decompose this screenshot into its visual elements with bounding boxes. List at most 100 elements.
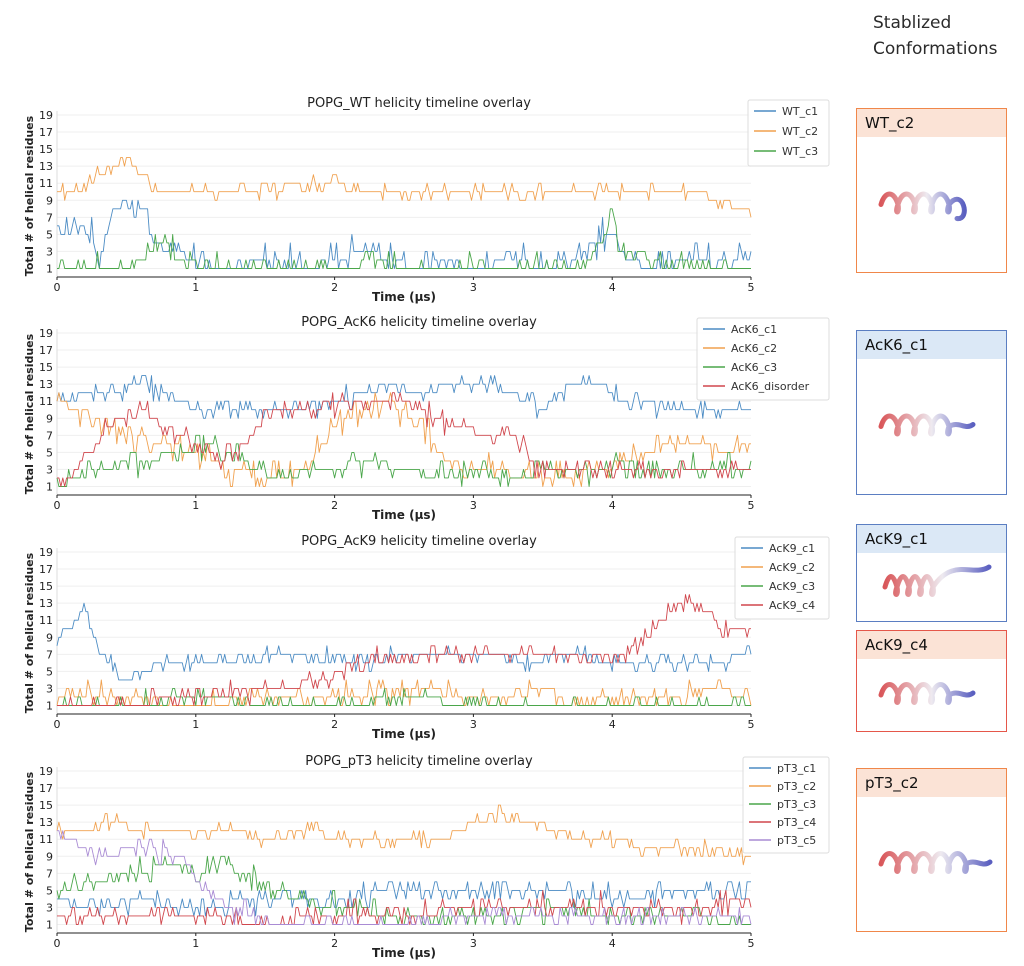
legend-box: [734, 536, 830, 620]
chart-panel-4: POPG_pT3 helicity timeline overlay135791…: [23, 754, 830, 960]
y-tick-label: 9: [46, 850, 53, 863]
x-tick-label: 4: [609, 937, 616, 950]
y-tick-label: 3: [46, 682, 53, 695]
legend-label: AcK9_c4: [769, 599, 815, 612]
x-tick-label: 2: [331, 281, 338, 294]
x-tick-label: 5: [748, 937, 755, 950]
x-tick-label: 2: [331, 499, 338, 512]
y-tick-label: 15: [39, 799, 53, 812]
x-tick-label: 2: [331, 718, 338, 731]
x-tick-label: 1: [192, 718, 199, 731]
legend-label: pT3_c1: [777, 762, 816, 775]
x-tick-label: 4: [609, 281, 616, 294]
y-tick-label: 1: [46, 918, 53, 931]
helix-ribbon-path: [878, 413, 976, 437]
y-tick-label: 19: [39, 109, 53, 122]
conformation-card-wt-c2: WT_c2: [856, 108, 1007, 273]
series-line-ack9-c3: [57, 687, 751, 706]
conformation-card-ack9-c4: AcK9_c4: [856, 630, 1007, 732]
conformation-card-ack9-c1: AcK9_c1: [856, 524, 1007, 622]
legend-label: WT_c3: [782, 145, 818, 158]
y-tick-label: 1: [46, 699, 53, 712]
x-axis-label: Time (μs): [372, 727, 436, 741]
x-tick-label: 3: [470, 281, 477, 294]
y-tick-label: 17: [39, 344, 53, 357]
conformation-label: pT3_c2: [857, 769, 1006, 797]
legend-label: AcK9_c3: [769, 580, 815, 593]
y-tick-label: 5: [46, 884, 53, 897]
x-tick-label: 1: [192, 499, 199, 512]
legend: AcK9_c1 AcK9_c2 AcK9_c3 AcK9_c4: [734, 536, 830, 620]
chart-title: POPG_AcK9 helicity timeline overlay: [301, 534, 537, 549]
x-tick-label: 3: [470, 718, 477, 731]
chart-title: POPG_WT helicity timeline overlay: [307, 96, 531, 111]
stabilized-conformations-title: Stablized Conformations: [873, 10, 998, 62]
legend-label: AcK6_c3: [731, 361, 777, 374]
legend: pT3_c1 pT3_c2 pT3_c3 pT3_c4 pT3_c5: [742, 756, 830, 854]
x-tick-label: 3: [470, 937, 477, 950]
y-tick-label: 1: [46, 480, 53, 493]
x-tick-label: 0: [54, 718, 61, 731]
conformation-label: WT_c2: [857, 109, 1006, 137]
helix-ribbon-graphic: [878, 191, 967, 221]
legend-box: [742, 756, 830, 854]
x-tick-label: 4: [609, 718, 616, 731]
y-axis-label: Total # of helical residues: [23, 552, 36, 713]
y-tick-label: 5: [46, 228, 53, 241]
helix-ribbon-graphic: [878, 682, 976, 705]
y-tick-label: 11: [39, 614, 53, 627]
y-tick-label: 19: [39, 546, 53, 559]
y-tick-label: 7: [46, 867, 53, 880]
y-tick-label: 13: [39, 378, 53, 391]
helix-structure-image: [857, 137, 1006, 272]
legend-label: AcK6_disorder: [731, 380, 810, 393]
helix-ribbon-path: [878, 851, 993, 874]
legend-box: [696, 317, 830, 401]
series-line-ack9-c2: [56, 679, 752, 706]
series-line-wt-c3: [57, 208, 751, 269]
series-line-pt3-c5: [57, 830, 752, 925]
y-tick-label: 9: [46, 412, 53, 425]
x-tick-label: 1: [192, 281, 199, 294]
side-title-line2: Conformations: [873, 39, 998, 59]
y-tick-label: 11: [39, 395, 53, 408]
legend-label: AcK9_c2: [769, 561, 815, 574]
y-tick-label: 15: [39, 580, 53, 593]
x-axis-label: Time (μs): [372, 946, 436, 960]
y-tick-label: 15: [39, 361, 53, 374]
y-tick-label: 19: [39, 765, 53, 778]
y-tick-label: 11: [39, 177, 53, 190]
x-tick-label: 0: [54, 499, 61, 512]
y-tick-label: 3: [46, 901, 53, 914]
y-tick-label: 13: [39, 816, 53, 829]
x-tick-label: 2: [331, 937, 338, 950]
conformation-label: AcK9_c4: [857, 631, 1006, 659]
x-tick-label: 0: [54, 937, 61, 950]
y-tick-label: 17: [39, 782, 53, 795]
y-axis-label: Total # of helical residues: [23, 771, 36, 932]
legend: WT_c1 WT_c2 WT_c3: [747, 99, 830, 167]
series-line-ack6-c3: [56, 434, 752, 487]
helix-ribbon-path: [878, 191, 967, 221]
helix-ribbon-path: [882, 564, 992, 597]
chart-panel-2: POPG_AcK6 helicity timeline overlay13579…: [23, 315, 830, 522]
y-tick-label: 7: [46, 211, 53, 224]
series-line-ack6-disorder: [57, 392, 751, 487]
x-tick-label: 1: [192, 937, 199, 950]
y-tick-label: 5: [46, 665, 53, 678]
helix-structure-image: [857, 359, 1006, 494]
y-axis-label: Total # of helical residues: [23, 333, 36, 494]
series-line-ack9-c1: [56, 602, 752, 681]
side-title-line1: Stablized: [873, 13, 952, 33]
y-tick-label: 7: [46, 648, 53, 661]
y-tick-label: 3: [46, 245, 53, 258]
series-line-ack6-c1: [56, 375, 751, 419]
x-axis-label: Time (μs): [372, 290, 436, 304]
conformation-card-ack6-c1: AcK6_c1: [856, 330, 1007, 495]
x-axis-label: Time (μs): [372, 508, 436, 522]
legend-label: WT_c1: [782, 105, 818, 118]
y-axis-label: Total # of helical residues: [23, 115, 36, 276]
y-tick-label: 15: [39, 143, 53, 156]
y-tick-label: 17: [39, 126, 53, 139]
x-tick-label: 3: [470, 499, 477, 512]
